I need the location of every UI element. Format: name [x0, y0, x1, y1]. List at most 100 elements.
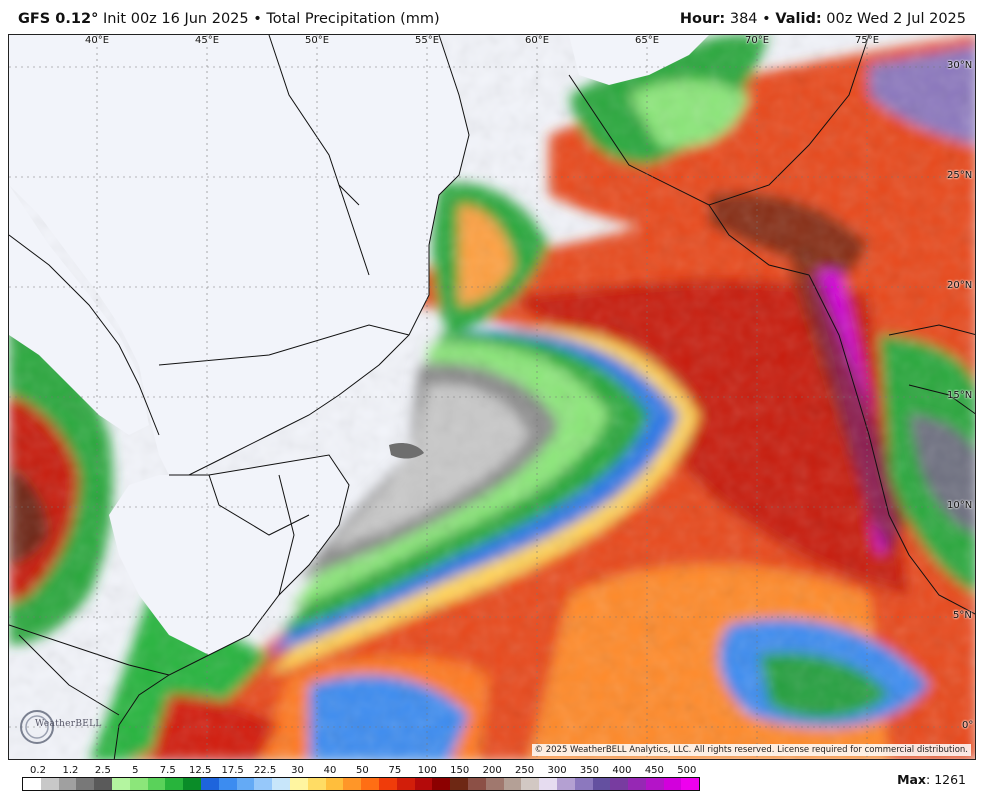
- color-legend: [22, 777, 700, 791]
- legend-swatch: [325, 778, 344, 790]
- legend-swatch: [628, 778, 646, 790]
- lon-label-70e: 70°E: [745, 35, 770, 46]
- lon-label-45e: 45°E: [195, 35, 220, 46]
- hour-label: Hour:: [679, 11, 726, 27]
- lat-label-10n: 10°N: [947, 500, 973, 511]
- lon-label-55e: 55°E: [415, 35, 440, 46]
- legend-swatch: [645, 778, 664, 790]
- legend-value-label: 5: [132, 765, 139, 776]
- legend-swatch: [200, 778, 219, 790]
- legend-value-label: 200: [482, 765, 502, 776]
- legend-swatch: [76, 778, 95, 790]
- legend-swatch: [681, 778, 700, 790]
- legend-swatch: [111, 778, 130, 790]
- logo-text: WeatherBELL: [35, 719, 102, 729]
- legend-swatch: [467, 778, 486, 790]
- legend-swatch: [40, 778, 59, 790]
- lat-label-25n: 25°N: [947, 170, 973, 181]
- legend-value-label: 7.5: [159, 765, 176, 776]
- legend-value-label: 50: [356, 765, 369, 776]
- max-label: Max: [897, 772, 926, 787]
- init-time: Init 00z 16 Jun 2025: [102, 11, 249, 27]
- legend-swatch: [450, 778, 468, 790]
- legend-value-label: 12.5: [189, 765, 212, 776]
- valid-value: 00z Wed 2 Jul 2025: [826, 11, 966, 27]
- legend-swatch: [378, 778, 397, 790]
- valid-info: Hour: 384 • Valid: 00z Wed 2 Jul 2025: [680, 11, 966, 27]
- legend-swatch: [183, 778, 201, 790]
- legend-swatch: [129, 778, 148, 790]
- legend-swatch: [574, 778, 593, 790]
- legend-swatch: [521, 778, 540, 790]
- legend-swatch: [414, 778, 433, 790]
- graticule: [9, 35, 975, 759]
- legend-swatch: [556, 778, 575, 790]
- legend-values: 0.2 1.2 2.5 5 7.5 12.5 17.5 22.5 30 40 50 75 100 150 2…: [22, 765, 702, 777]
- legend-value-label: 250: [515, 765, 535, 776]
- legend-value-label: 150: [450, 765, 470, 776]
- lon-label-40e: 40°E: [85, 35, 110, 46]
- legend-swatch: [272, 778, 290, 790]
- legend-value-label: 450: [644, 765, 664, 776]
- legend-value-label: 500: [677, 765, 697, 776]
- degree-symbol: °: [91, 11, 99, 27]
- map-canvas: [9, 35, 975, 759]
- lon-label-75e: 75°E: [855, 35, 880, 46]
- lon-label-60e: 60°E: [525, 35, 550, 46]
- lat-label-0: 0°: [962, 720, 974, 731]
- legend-swatch: [289, 778, 308, 790]
- valid-bullet: •: [762, 11, 771, 27]
- lat-label-30n: 30°N: [947, 60, 973, 71]
- lon-label-50e: 50°E: [305, 35, 330, 46]
- legend-value-label: 0.2: [30, 765, 46, 776]
- legend-value-label: 22.5: [253, 765, 277, 776]
- legend-value-label: 40: [323, 765, 337, 776]
- legend-value-label: 400: [612, 765, 632, 776]
- land-layer: [9, 35, 709, 655]
- legend-value-label: 350: [579, 765, 600, 776]
- max-number: 1261: [934, 772, 966, 787]
- legend-swatch: [165, 778, 184, 790]
- legend-swatch: [663, 778, 682, 790]
- legend-swatch: [361, 778, 379, 790]
- logo-mark: [20, 710, 54, 744]
- legend-swatch: [58, 778, 77, 790]
- precipitation-map: 40°E 45°E 50°E 55°E 60°E 65°E 70°E 75°E …: [8, 34, 976, 760]
- legend-swatch: [592, 778, 611, 790]
- max-value: Max: 1261: [897, 772, 966, 787]
- legend-swatch: [503, 778, 522, 790]
- legend-value-label: 300: [547, 765, 567, 776]
- copyright-notice: © 2025 WeatherBELL Analytics, LLC. All r…: [531, 744, 971, 756]
- weatherbell-logo: WeatherBELL: [17, 705, 101, 745]
- legend-swatch: [539, 778, 557, 790]
- lat-label-15n: 15°N: [947, 390, 973, 401]
- lat-label-20n: 20°N: [947, 280, 973, 291]
- product-name: Total Precipitation (mm): [266, 11, 440, 27]
- legend-value-label: 17.5: [221, 765, 244, 776]
- model-name: GFS 0.12: [18, 11, 92, 27]
- legend-swatch: [236, 778, 255, 790]
- title-bullet: •: [253, 11, 262, 27]
- lon-label-65e: 65°E: [635, 35, 660, 46]
- legend-value-label: 30: [291, 765, 304, 776]
- hour-value: 384: [729, 11, 758, 27]
- legend-swatch: [94, 778, 112, 790]
- header: GFS 0.12° Init 00z 16 Jun 2025 • Total P…: [0, 0, 984, 34]
- legend-value-label: 75: [388, 765, 402, 776]
- borders: [9, 35, 975, 759]
- legend-swatch: [343, 778, 362, 790]
- map-title: GFS 0.12° Init 00z 16 Jun 2025 • Total P…: [18, 11, 440, 27]
- legend-value-label: 100: [417, 765, 437, 776]
- legend-swatch: [432, 778, 451, 790]
- valid-label: Valid:: [775, 11, 822, 27]
- legend-swatch: [23, 778, 41, 790]
- legend-swatch: [610, 778, 629, 790]
- legend-swatch: [218, 778, 237, 790]
- legend-swatch: [147, 778, 166, 790]
- legend-swatch: [485, 778, 504, 790]
- legend-value-label: 2.5: [94, 765, 111, 776]
- legend-swatch: [307, 778, 326, 790]
- legend-swatch: [254, 778, 273, 790]
- lat-label-5n: 5°N: [953, 610, 972, 621]
- legend-value-label: 1.2: [62, 765, 79, 776]
